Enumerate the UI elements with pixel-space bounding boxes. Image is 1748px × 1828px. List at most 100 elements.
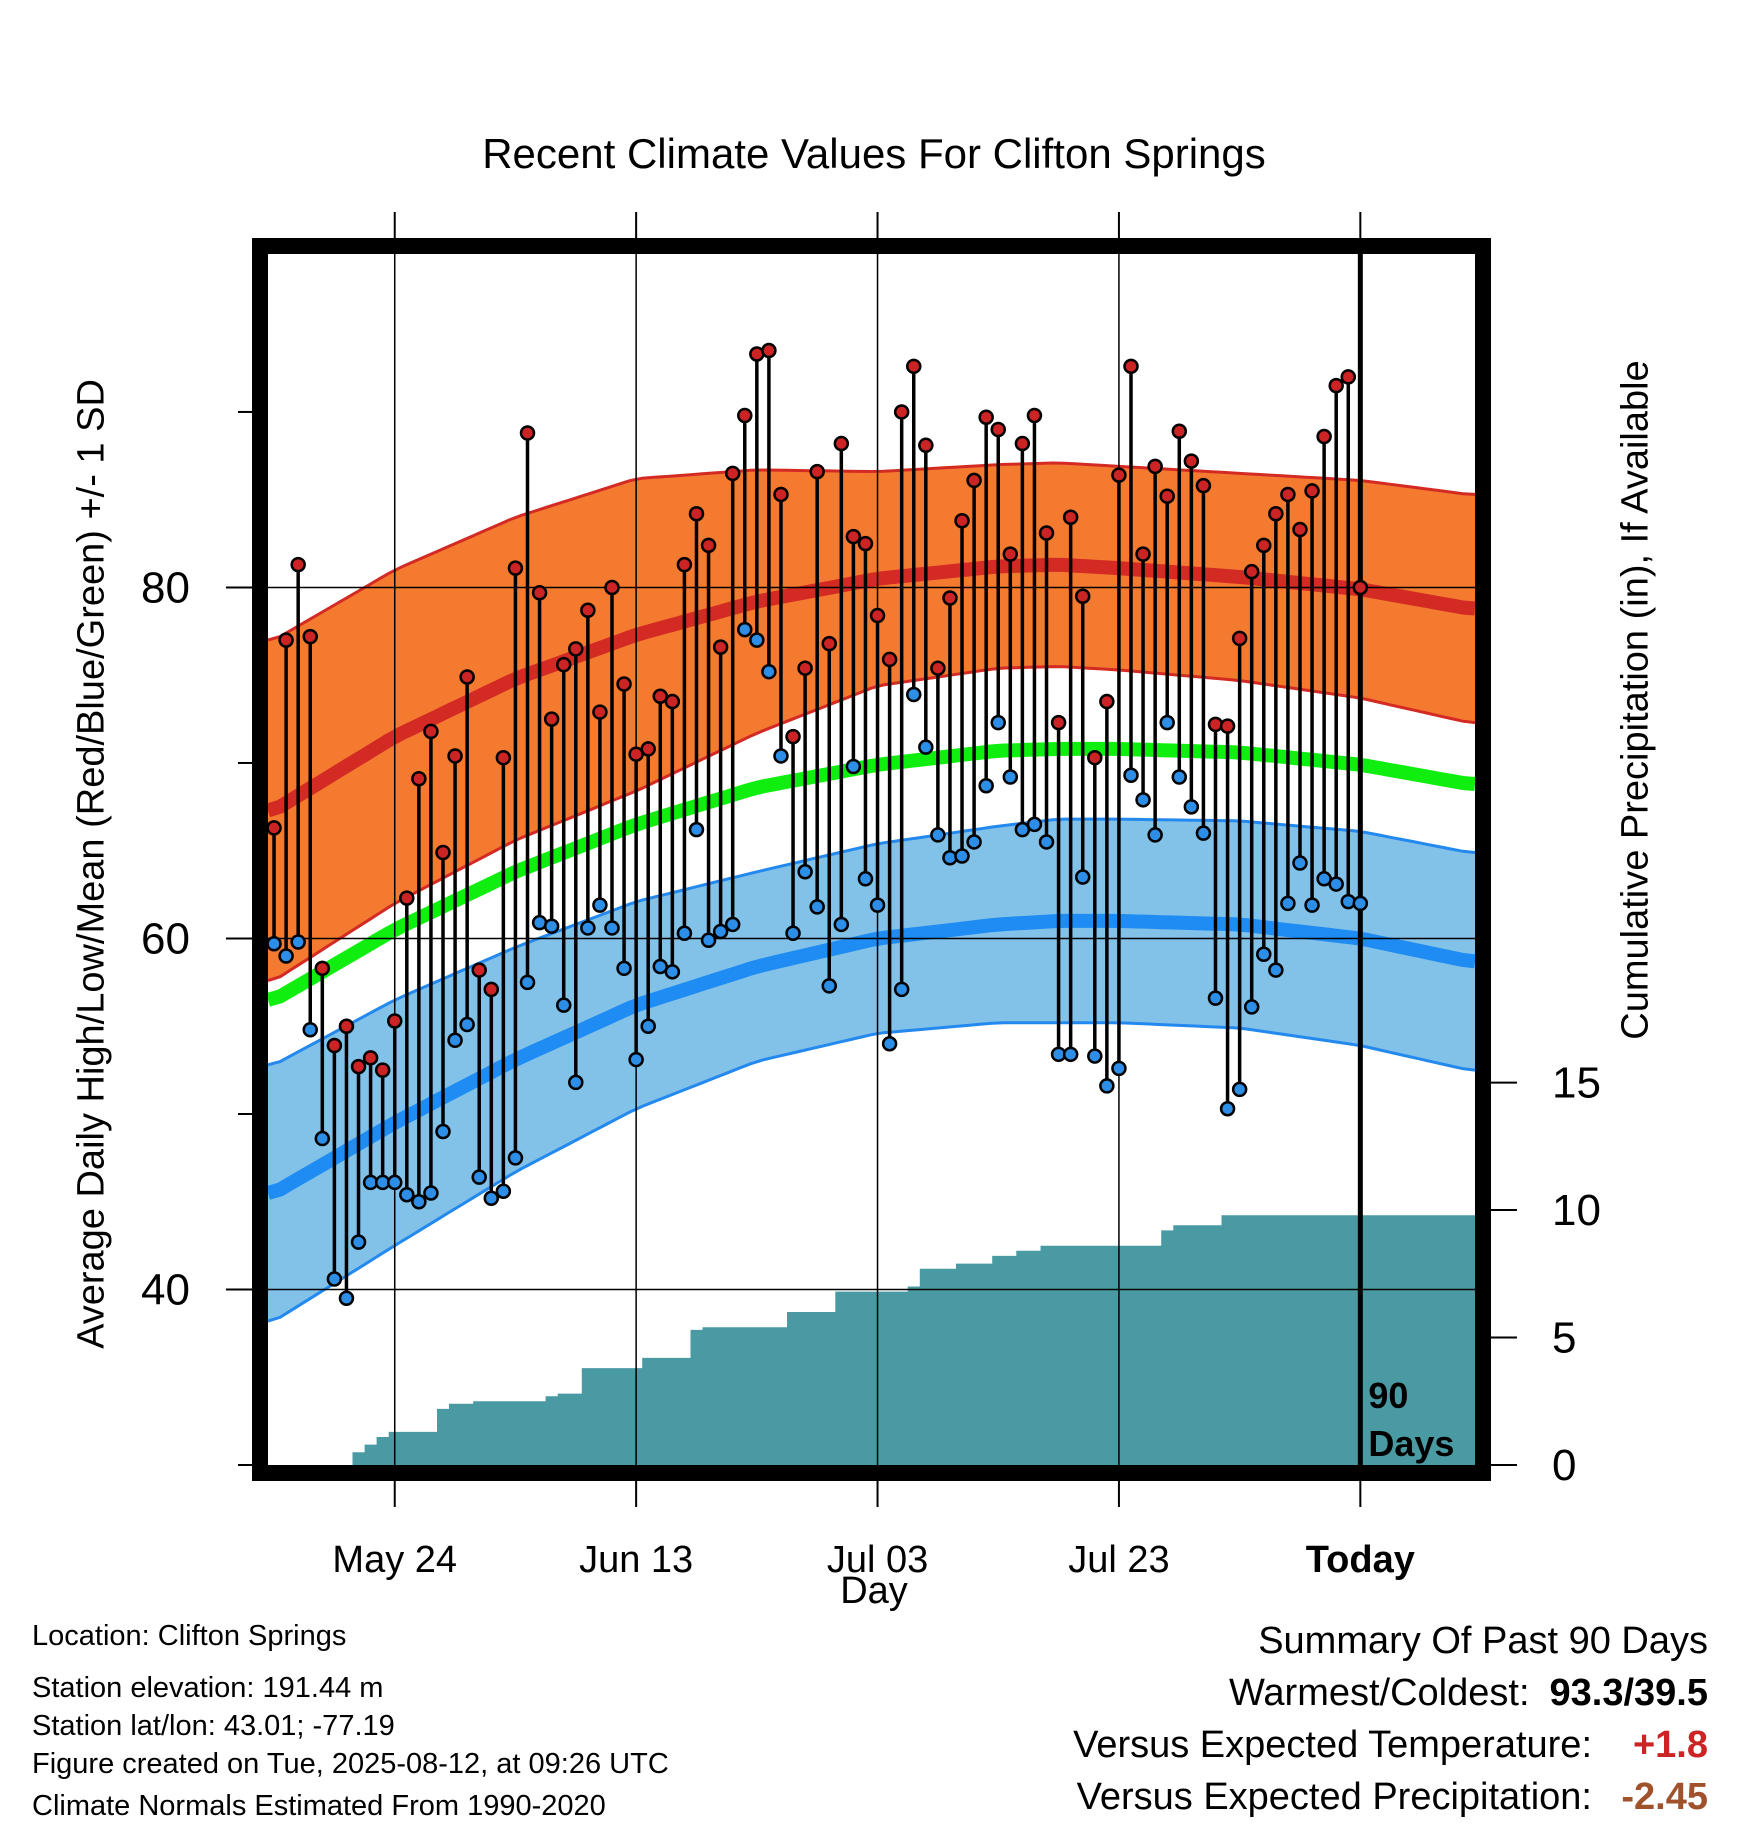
- daily-low-point: [954, 848, 970, 864]
- chart-title: Recent Climate Values For Clifton Spring…: [482, 130, 1266, 177]
- daily-low-point: [676, 925, 693, 941]
- daily-high-point: [833, 435, 850, 452]
- daily-high-point: [314, 960, 331, 977]
- daily-high-point: [1002, 546, 1019, 562]
- daily-high-point: [809, 463, 825, 480]
- daily-low-point: [495, 1183, 512, 1199]
- daily-high-point: [604, 579, 620, 596]
- daily-low-point: [314, 1130, 331, 1147]
- daily-high-point: [1340, 369, 1357, 385]
- daily-high-point: [1256, 537, 1272, 554]
- daily-high-point: [1123, 358, 1139, 375]
- x-tick-label: Today: [1306, 1539, 1415, 1581]
- daily-low-point: [737, 621, 753, 638]
- y2-tick-label: 10: [1552, 1186, 1601, 1235]
- daily-low-point: [302, 1021, 318, 1038]
- daily-high-point: [905, 358, 922, 375]
- summary-warmest-coldest: Warmest/Coldest: 93.3/39.5: [1229, 1672, 1708, 1715]
- daily-high-point: [737, 407, 753, 424]
- daily-low-point: [604, 920, 620, 936]
- daily-low-point: [966, 834, 982, 850]
- summary-precip-anomaly: Versus Expected Precipitation: -2.45: [1077, 1776, 1708, 1819]
- warmest-coldest-value: 93.3/39.5: [1549, 1672, 1708, 1714]
- y2-axis-label: Cumulative Precipitation (in), If Availa…: [1614, 360, 1657, 1040]
- daily-low-point: [1002, 769, 1019, 785]
- low-band-upper-edge: [267, 817, 1476, 1067]
- daily-data-layer: [266, 342, 1369, 1307]
- daily-low-point: [580, 920, 596, 936]
- daily-low-point: [918, 739, 934, 755]
- daily-high-point: [700, 537, 717, 554]
- frame-layer: [252, 238, 1491, 1481]
- daily-high-point: [290, 556, 306, 573]
- daily-high-point: [1268, 506, 1284, 522]
- daily-high-point: [1135, 546, 1151, 562]
- daily-low-point: [1135, 792, 1151, 808]
- daily-low-point: [1111, 1060, 1127, 1077]
- daily-high-point: [688, 506, 705, 522]
- daily-high-point: [761, 342, 777, 359]
- daily-high-point: [978, 409, 994, 425]
- normal-mean-line: [266, 741, 1476, 1007]
- high-normal-band: [268, 463, 1475, 981]
- daily-low-point: [712, 923, 729, 940]
- daily-high-point: [1292, 521, 1308, 538]
- daily-high-point: [350, 1058, 367, 1075]
- daily-high-point: [471, 962, 487, 978]
- daily-high-point: [580, 602, 596, 619]
- daily-high-point: [1352, 579, 1369, 596]
- daily-low-point: [893, 981, 910, 998]
- daily-high-point: [266, 820, 282, 836]
- info-normals: Climate Normals Estimated From 1990-2020: [32, 1790, 606, 1822]
- daily-low-point: [724, 916, 741, 933]
- daily-low-point: [266, 935, 282, 952]
- daily-low-point: [881, 1036, 898, 1052]
- daily-low-point: [519, 974, 536, 991]
- daily-low-point: [869, 897, 886, 913]
- daily-high-point: [1171, 423, 1188, 440]
- temp-anomaly-label: Versus Expected Temperature:: [1073, 1724, 1592, 1766]
- daily-low-point: [857, 871, 874, 887]
- daily-high-point: [773, 486, 789, 503]
- daily-low-point: [471, 1169, 487, 1185]
- daily-low-point: [423, 1185, 439, 1201]
- daily-high-point: [1050, 714, 1067, 731]
- daily-high-point: [1219, 718, 1236, 734]
- daily-high-point: [386, 1013, 403, 1029]
- daily-high-point: [1304, 483, 1320, 499]
- daily-low-point: [592, 897, 608, 913]
- y2-tick-label: 5: [1552, 1314, 1576, 1363]
- x-axis-label: Day: [840, 1570, 908, 1612]
- daily-high-point: [1231, 630, 1248, 647]
- daily-high-point: [1074, 588, 1091, 604]
- daily-high-point: [845, 528, 862, 545]
- daily-high-point: [447, 748, 463, 764]
- daily-low-point: [833, 916, 850, 933]
- daily-low-point: [483, 1190, 500, 1206]
- daily-high-point: [374, 1062, 391, 1078]
- daily-high-point: [302, 628, 318, 645]
- daily-high-point: [918, 437, 934, 454]
- daily-low-point: [386, 1174, 403, 1191]
- daily-high-point: [1111, 467, 1127, 483]
- daily-low-point: [459, 1016, 475, 1033]
- daily-low-point: [1328, 876, 1344, 892]
- x-tick-label: May 24: [332, 1539, 457, 1581]
- daily-low-point: [1352, 895, 1369, 912]
- daily-high-point: [399, 890, 415, 906]
- daily-low-point: [435, 1123, 451, 1140]
- daily-low-point: [640, 1018, 656, 1034]
- precip-anomaly-value: -2.45: [1621, 1776, 1708, 1818]
- daily-high-point: [930, 660, 946, 676]
- daily-high-point: [1328, 377, 1344, 394]
- y-tick-label: 40: [141, 1265, 190, 1314]
- daily-high-point: [881, 651, 898, 668]
- daily-low-point: [1026, 816, 1043, 833]
- info-location: Location: Clifton Springs: [32, 1620, 347, 1652]
- daily-low-point: [688, 821, 705, 838]
- daily-low-point: [1231, 1081, 1248, 1098]
- daily-high-point: [857, 535, 874, 552]
- daily-high-point: [893, 404, 910, 420]
- y2-tick-label: 0: [1552, 1441, 1576, 1490]
- daily-low-point: [1195, 825, 1212, 841]
